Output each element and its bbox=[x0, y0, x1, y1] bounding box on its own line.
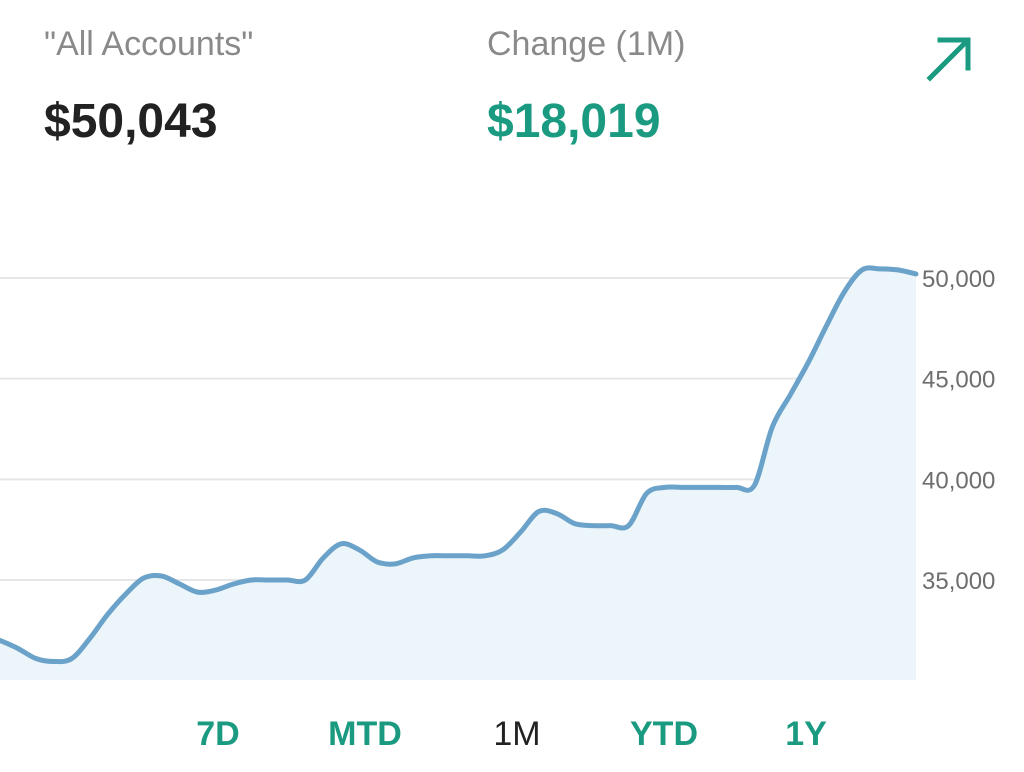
account-label: "All Accounts" bbox=[44, 25, 254, 63]
time-range-selector: 7D MTD 1M YTD 1Y bbox=[0, 706, 1024, 762]
chart-series-line bbox=[0, 265, 919, 665]
chart-area-fill bbox=[0, 267, 916, 680]
arrow-up-right-icon[interactable] bbox=[922, 30, 978, 86]
range-7d[interactable]: 7D bbox=[190, 706, 245, 762]
y-tick-label: 50,000 bbox=[922, 266, 995, 293]
range-ytd[interactable]: YTD bbox=[624, 706, 704, 762]
range-1y[interactable]: 1Y bbox=[779, 706, 833, 762]
y-tick-label: 45,000 bbox=[922, 367, 995, 394]
change-value: $18,019 bbox=[487, 95, 661, 148]
change-label: Change (1M) bbox=[487, 25, 686, 63]
account-balance: $50,043 bbox=[44, 95, 218, 148]
y-tick-label: 35,000 bbox=[922, 568, 995, 595]
range-mtd[interactable]: MTD bbox=[322, 706, 408, 762]
range-1m[interactable]: 1M bbox=[487, 706, 546, 762]
balance-chart: 35,000 40,000 45,000 50,000 bbox=[0, 265, 995, 680]
y-tick-label: 40,000 bbox=[922, 467, 995, 494]
y-axis-ticks: 35,000 40,000 45,000 50,000 bbox=[922, 266, 995, 595]
